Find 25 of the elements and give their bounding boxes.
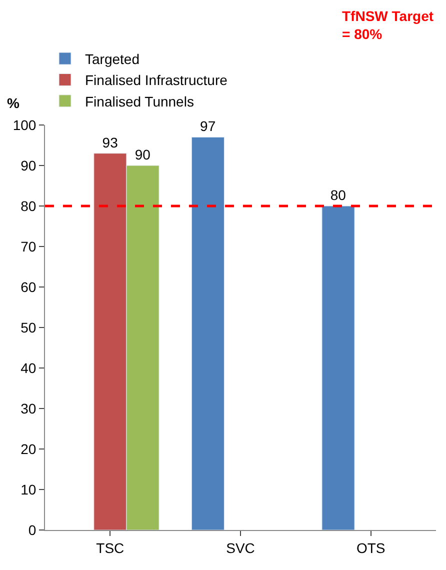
y-tick-label: 90	[20, 157, 36, 174]
legend-label: Finalised Infrastructure	[85, 72, 228, 88]
x-tick-label: SVC	[226, 540, 255, 556]
bar	[322, 206, 355, 530]
y-tick-label: 0	[28, 522, 36, 538]
bar	[191, 136, 224, 530]
ref-line-label: TfNSW Target = 80%	[342, 8, 434, 42]
y-tick-label: 70	[20, 238, 36, 254]
data-label: 80	[330, 187, 346, 203]
y-axis-title: %	[7, 95, 20, 111]
y-tick-label: 10	[20, 481, 36, 498]
legend-label: Targeted	[85, 50, 140, 67]
data-label: 90	[134, 146, 151, 162]
y-tick-label: 80	[20, 198, 36, 214]
x-tick-label: TSC	[96, 540, 124, 556]
y-tick-label: 40	[20, 360, 36, 376]
y-tick-label: 60	[20, 278, 36, 295]
y-tick-label: 30	[20, 400, 36, 416]
data-label: 93	[102, 134, 118, 150]
data-label: 97	[200, 118, 216, 134]
y-tick-label: 100	[12, 116, 36, 133]
y-tick-label: 20	[20, 440, 36, 457]
x-tick-label: OTS	[356, 540, 386, 556]
legend-label: Finalised Tunnels	[85, 93, 194, 110]
y-tick-label: 50	[20, 319, 36, 336]
